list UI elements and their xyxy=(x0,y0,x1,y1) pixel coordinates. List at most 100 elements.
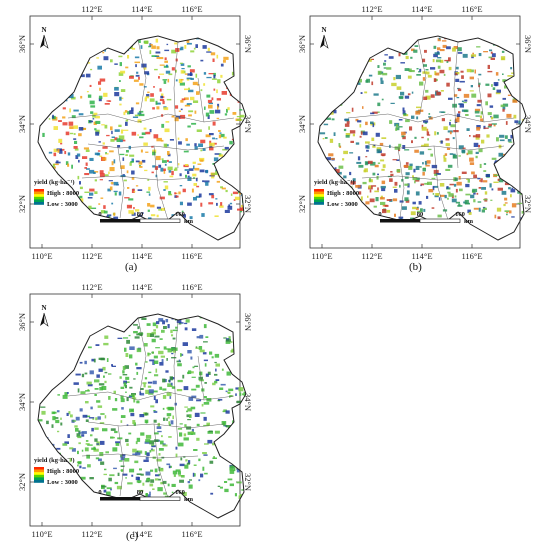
longitude-label-bottom: 116°E xyxy=(181,251,202,261)
legend-title: yield (kg·ha⁻¹) xyxy=(314,179,355,186)
legend-swatch xyxy=(34,202,44,205)
latitude-label-right: 34°N xyxy=(243,115,253,133)
legend: yield (kg·ha⁻¹) High : 8000 Low : 3000 xyxy=(34,457,79,486)
legend-swatch xyxy=(314,189,324,192)
latitude-label-right: 34°N xyxy=(523,115,533,133)
county-border xyxy=(153,145,169,221)
county-border xyxy=(347,113,515,123)
scale-segment-black xyxy=(380,219,420,223)
longitude-label-top: 112°E xyxy=(81,4,102,14)
legend-swatch xyxy=(314,194,324,197)
county-border xyxy=(397,147,405,219)
latitude-label-left: 32°N xyxy=(297,195,307,213)
scale-unit: km xyxy=(184,496,194,503)
county-border xyxy=(81,453,199,459)
legend: yield (kg·ha⁻¹) High : 8000 Low : 3000 xyxy=(314,179,359,208)
county-border xyxy=(197,77,205,123)
latitude-label-right: 32°N xyxy=(243,195,253,213)
province-outline xyxy=(317,35,527,241)
latitude-label-right: 36°N xyxy=(243,35,253,53)
legend-swatch xyxy=(34,189,44,192)
longitude-label-top: 114°E xyxy=(131,4,152,14)
county-border xyxy=(67,113,235,123)
longitude-label-top: 116°E xyxy=(181,4,202,14)
map-a-svg: 112°E 114°E 116°E 110°E 112°E 114°E 116°E 36°N 3… xyxy=(17,4,253,261)
north-arrow-right xyxy=(43,312,49,327)
legend-swatch xyxy=(314,191,324,195)
scale-tick-label: 0 xyxy=(98,489,101,496)
legend-swatch xyxy=(34,477,44,481)
scale-unit: km xyxy=(184,218,194,225)
province-outline xyxy=(37,35,247,241)
longitude-label-bottom: 110°E xyxy=(31,251,52,261)
scale-tick-label: 160 xyxy=(175,211,185,218)
longitude-label-bottom: 114°E xyxy=(131,251,152,261)
county-border xyxy=(433,145,449,221)
latitude-label-right: 36°N xyxy=(243,313,253,331)
longitude-label-bottom: 116°E xyxy=(461,251,482,261)
county-border xyxy=(81,175,199,181)
scale-tick-label: 0 xyxy=(378,211,381,218)
map-b-svg: 112°E 114°E 116°E 110°E 112°E 114°E 116°E 36°N 3… xyxy=(297,4,533,261)
county-border xyxy=(117,147,125,219)
county-border xyxy=(173,319,179,447)
legend-low: Low : 3000 xyxy=(47,201,78,208)
caption-c: (c) xyxy=(126,530,139,542)
longitude-label-top: 116°E xyxy=(181,282,202,292)
legend-swatch xyxy=(314,199,324,203)
legend-swatch xyxy=(34,469,44,473)
scale-segment-white xyxy=(419,218,461,223)
legend: yield (kg·ha⁻¹) High : 8000 Low : 3000 xyxy=(34,179,79,208)
map-a-group: 112°E 114°E 116°E 110°E 112°E 114°E 116°E 36°N 3… xyxy=(17,4,253,261)
latitude-label-left: 36°N xyxy=(17,35,27,53)
latitude-label-left: 34°N xyxy=(17,393,27,411)
latitude-label-right: 34°N xyxy=(243,393,253,411)
north-arrow-left xyxy=(40,35,44,48)
county-border xyxy=(117,425,125,497)
latitude-label-right: 36°N xyxy=(523,35,533,53)
north-arrow-right xyxy=(323,34,329,49)
map-panel-b: 112°E 114°E 116°E 110°E 112°E 114°E 116°E 36°N 3… xyxy=(280,0,550,278)
legend-title: yield (kg·ha⁻¹) xyxy=(34,457,75,464)
map-frame xyxy=(29,293,241,527)
legend-high: High : 8000 xyxy=(47,190,79,197)
scale-tick-label: 160 xyxy=(455,211,465,218)
county-border xyxy=(137,317,147,393)
scale-tick-label: 80 xyxy=(137,211,144,218)
longitude-label-bottom: 112°E xyxy=(81,251,102,261)
legend-swatch xyxy=(34,199,44,203)
latitude-label-left: 32°N xyxy=(17,473,27,491)
scale-segment-black xyxy=(100,219,140,223)
legend-swatch xyxy=(34,480,44,483)
map-panel-a: 112°E 114°E 116°E 110°E 112°E 114°E 116°E 36°N 3… xyxy=(0,0,270,278)
longitude-label-top: 114°E xyxy=(131,282,152,292)
scale-unit: km xyxy=(464,218,474,225)
longitude-label-bottom: 112°E xyxy=(361,251,382,261)
county-border xyxy=(477,77,485,123)
latitude-label-right: 32°N xyxy=(243,473,253,491)
legend-swatch xyxy=(34,472,44,475)
scale-segment-white xyxy=(139,496,181,501)
longitude-label-bottom: 114°E xyxy=(411,251,432,261)
north-arrow-icon: N xyxy=(320,26,329,49)
latitude-label-right: 32°N xyxy=(523,195,533,213)
longitude-label-bottom: 112°E xyxy=(81,529,102,539)
legend-high: High : 8000 xyxy=(327,190,359,197)
north-label: N xyxy=(41,304,46,312)
longitude-label-top: 112°E xyxy=(81,282,102,292)
latitude-label-left: 32°N xyxy=(17,195,27,213)
north-label: N xyxy=(41,26,46,34)
north-arrow-left xyxy=(40,313,44,326)
latitude-label-left: 34°N xyxy=(297,115,307,133)
latitude-label-left: 34°N xyxy=(17,115,27,133)
county-border xyxy=(417,39,427,115)
scale-segment-white xyxy=(139,218,181,223)
county-border xyxy=(453,41,459,169)
county-border xyxy=(173,41,179,169)
legend-swatch xyxy=(34,196,44,200)
longitude-label-bottom: 114°E xyxy=(131,529,152,539)
scale-tick-label: 0 xyxy=(98,211,101,218)
county-border xyxy=(137,39,147,115)
